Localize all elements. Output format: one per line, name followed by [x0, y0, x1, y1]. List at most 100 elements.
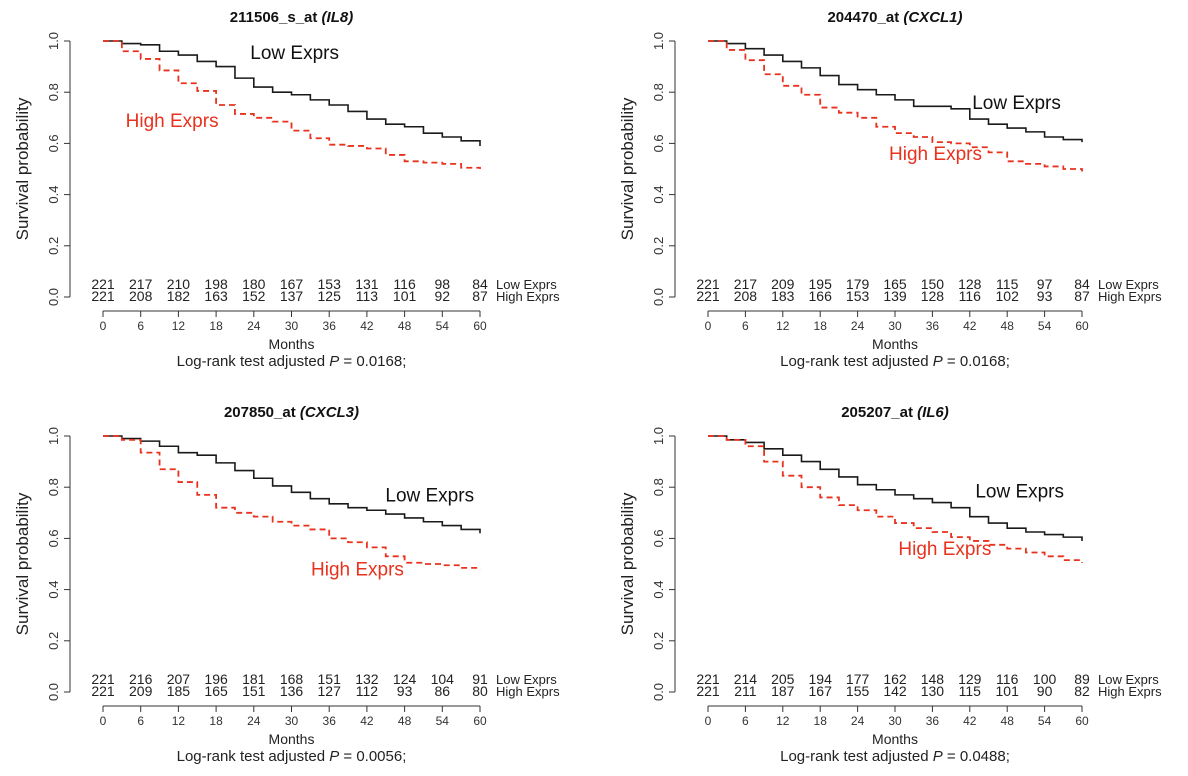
pvalue-prefix: Log-rank test adjusted: [177, 748, 330, 765]
risk-count: 142: [883, 683, 907, 699]
y-tick-label: 0.0: [46, 683, 61, 701]
risk-count: 82: [1074, 683, 1090, 699]
x-tick-label: 6: [137, 319, 144, 333]
x-axis-label: Months: [872, 336, 918, 352]
pvalue-value: = 0.0168;: [943, 353, 1010, 370]
risk-count: 208: [734, 288, 758, 304]
x-tick-label: 42: [963, 714, 977, 728]
x-tick-label: 24: [851, 319, 865, 333]
pvalue-symbol: P: [329, 748, 339, 765]
pvalue-value: = 0.0168;: [339, 353, 406, 370]
x-tick-label: 36: [323, 714, 337, 728]
x-tick-label: 6: [742, 319, 749, 333]
y-tick-label: 0.2: [46, 632, 61, 650]
x-tick-label: 30: [888, 714, 902, 728]
risk-count: 93: [1037, 288, 1053, 304]
x-tick-label: 6: [742, 714, 749, 728]
x-tick-label: 12: [776, 714, 790, 728]
risk-count: 166: [809, 288, 833, 304]
y-axis-label: Survival probability: [618, 492, 637, 635]
x-tick-label: 42: [360, 319, 374, 333]
risk-count: 87: [472, 288, 488, 304]
low-exprs-label: Low Exprs: [385, 485, 474, 506]
risk-row-label: High Exprs: [496, 684, 560, 699]
risk-count: 115: [959, 683, 982, 699]
risk-count: 136: [280, 683, 304, 699]
risk-count: 112: [356, 683, 379, 699]
risk-count: 87: [1074, 288, 1090, 304]
x-tick-label: 54: [436, 319, 450, 333]
x-tick-label: 30: [888, 319, 902, 333]
chart-panel-2: 204470_at (CXCL1)0.00.20.40.60.81.0Survi…: [618, 9, 1162, 370]
x-tick-label: 54: [1038, 714, 1052, 728]
x-axis-label: Months: [269, 731, 315, 747]
x-tick-label: 24: [247, 714, 261, 728]
chart-title: 205207_at (IL6): [841, 404, 949, 421]
risk-count: 86: [435, 683, 451, 699]
risk-count: 101: [393, 288, 417, 304]
high-exprs-label: High Exprs: [126, 111, 219, 132]
risk-row-label: High Exprs: [1098, 289, 1162, 304]
y-tick-label: 0.6: [46, 134, 61, 152]
x-axis-label: Months: [872, 731, 918, 747]
pvalue-symbol: P: [933, 748, 943, 765]
x-axis-label: Months: [269, 336, 315, 352]
x-tick-label: 0: [100, 714, 107, 728]
risk-count: 221: [696, 288, 720, 304]
pvalue-prefix: Log-rank test adjusted: [780, 353, 933, 370]
y-tick-label: 0.8: [46, 83, 61, 101]
risk-count: 80: [472, 683, 488, 699]
y-tick-label: 0.2: [651, 632, 666, 650]
y-tick-label: 0.4: [46, 581, 61, 599]
pvalue-text: Log-rank test adjusted P = 0.0168;: [177, 353, 407, 370]
chart-title-id: 204470_at: [827, 9, 903, 26]
y-tick-label: 0.8: [651, 478, 666, 496]
x-tick-label: 54: [436, 714, 450, 728]
risk-count: 93: [397, 683, 413, 699]
x-tick-label: 60: [1075, 714, 1089, 728]
risk-count: 139: [883, 288, 907, 304]
risk-count: 151: [242, 683, 266, 699]
y-tick-label: 0.4: [651, 581, 666, 599]
high-exprs-label: High Exprs: [311, 560, 404, 581]
chart-title-id: 211506_s_at: [230, 9, 322, 26]
risk-row-label: High Exprs: [1098, 684, 1162, 699]
x-tick-label: 30: [285, 319, 299, 333]
risk-count: 113: [356, 288, 379, 304]
x-tick-label: 24: [851, 714, 865, 728]
y-axis-label: Survival probability: [13, 97, 32, 240]
x-tick-label: 12: [776, 319, 790, 333]
y-tick-label: 0.2: [46, 237, 61, 255]
x-tick-label: 54: [1038, 319, 1052, 333]
pvalue-text: Log-rank test adjusted P = 0.0056;: [177, 748, 407, 765]
chart-title-gene: (CXCL3): [300, 404, 359, 421]
x-tick-label: 0: [705, 714, 712, 728]
risk-count: 209: [129, 683, 153, 699]
x-tick-label: 12: [172, 714, 186, 728]
risk-count: 185: [167, 683, 191, 699]
x-tick-label: 48: [1001, 319, 1015, 333]
x-tick-label: 60: [473, 714, 487, 728]
chart-title-gene: (IL6): [917, 404, 949, 421]
y-tick-label: 0.4: [46, 186, 61, 204]
x-tick-label: 42: [360, 714, 374, 728]
pvalue-text: Log-rank test adjusted P = 0.0488;: [780, 748, 1010, 765]
x-tick-label: 42: [963, 319, 977, 333]
chart-title: 204470_at (CXCL1): [827, 9, 962, 26]
risk-count: 221: [91, 683, 115, 699]
y-axis-label: Survival probability: [13, 492, 32, 635]
risk-count: 167: [809, 683, 833, 699]
risk-count: 153: [846, 288, 870, 304]
risk-count: 211: [734, 683, 757, 699]
chart-title: 207850_at (CXCL3): [224, 404, 359, 421]
y-tick-label: 1.0: [651, 32, 666, 50]
y-tick-label: 0.0: [651, 288, 666, 306]
chart-panel-3: 207850_at (CXCL3) 0.0 0.2 0.4 0.6 0.8 1.0 Survi…: [13, 404, 560, 765]
chart-title-id: 205207_at: [841, 404, 917, 421]
x-tick-label: 18: [814, 319, 828, 333]
y-tick-label: 1.0: [651, 427, 666, 445]
risk-count: 137: [280, 288, 304, 304]
chart-title-id: 207850_at: [224, 404, 300, 421]
risk-count: 187: [771, 683, 795, 699]
x-tick-label: 48: [1001, 714, 1015, 728]
